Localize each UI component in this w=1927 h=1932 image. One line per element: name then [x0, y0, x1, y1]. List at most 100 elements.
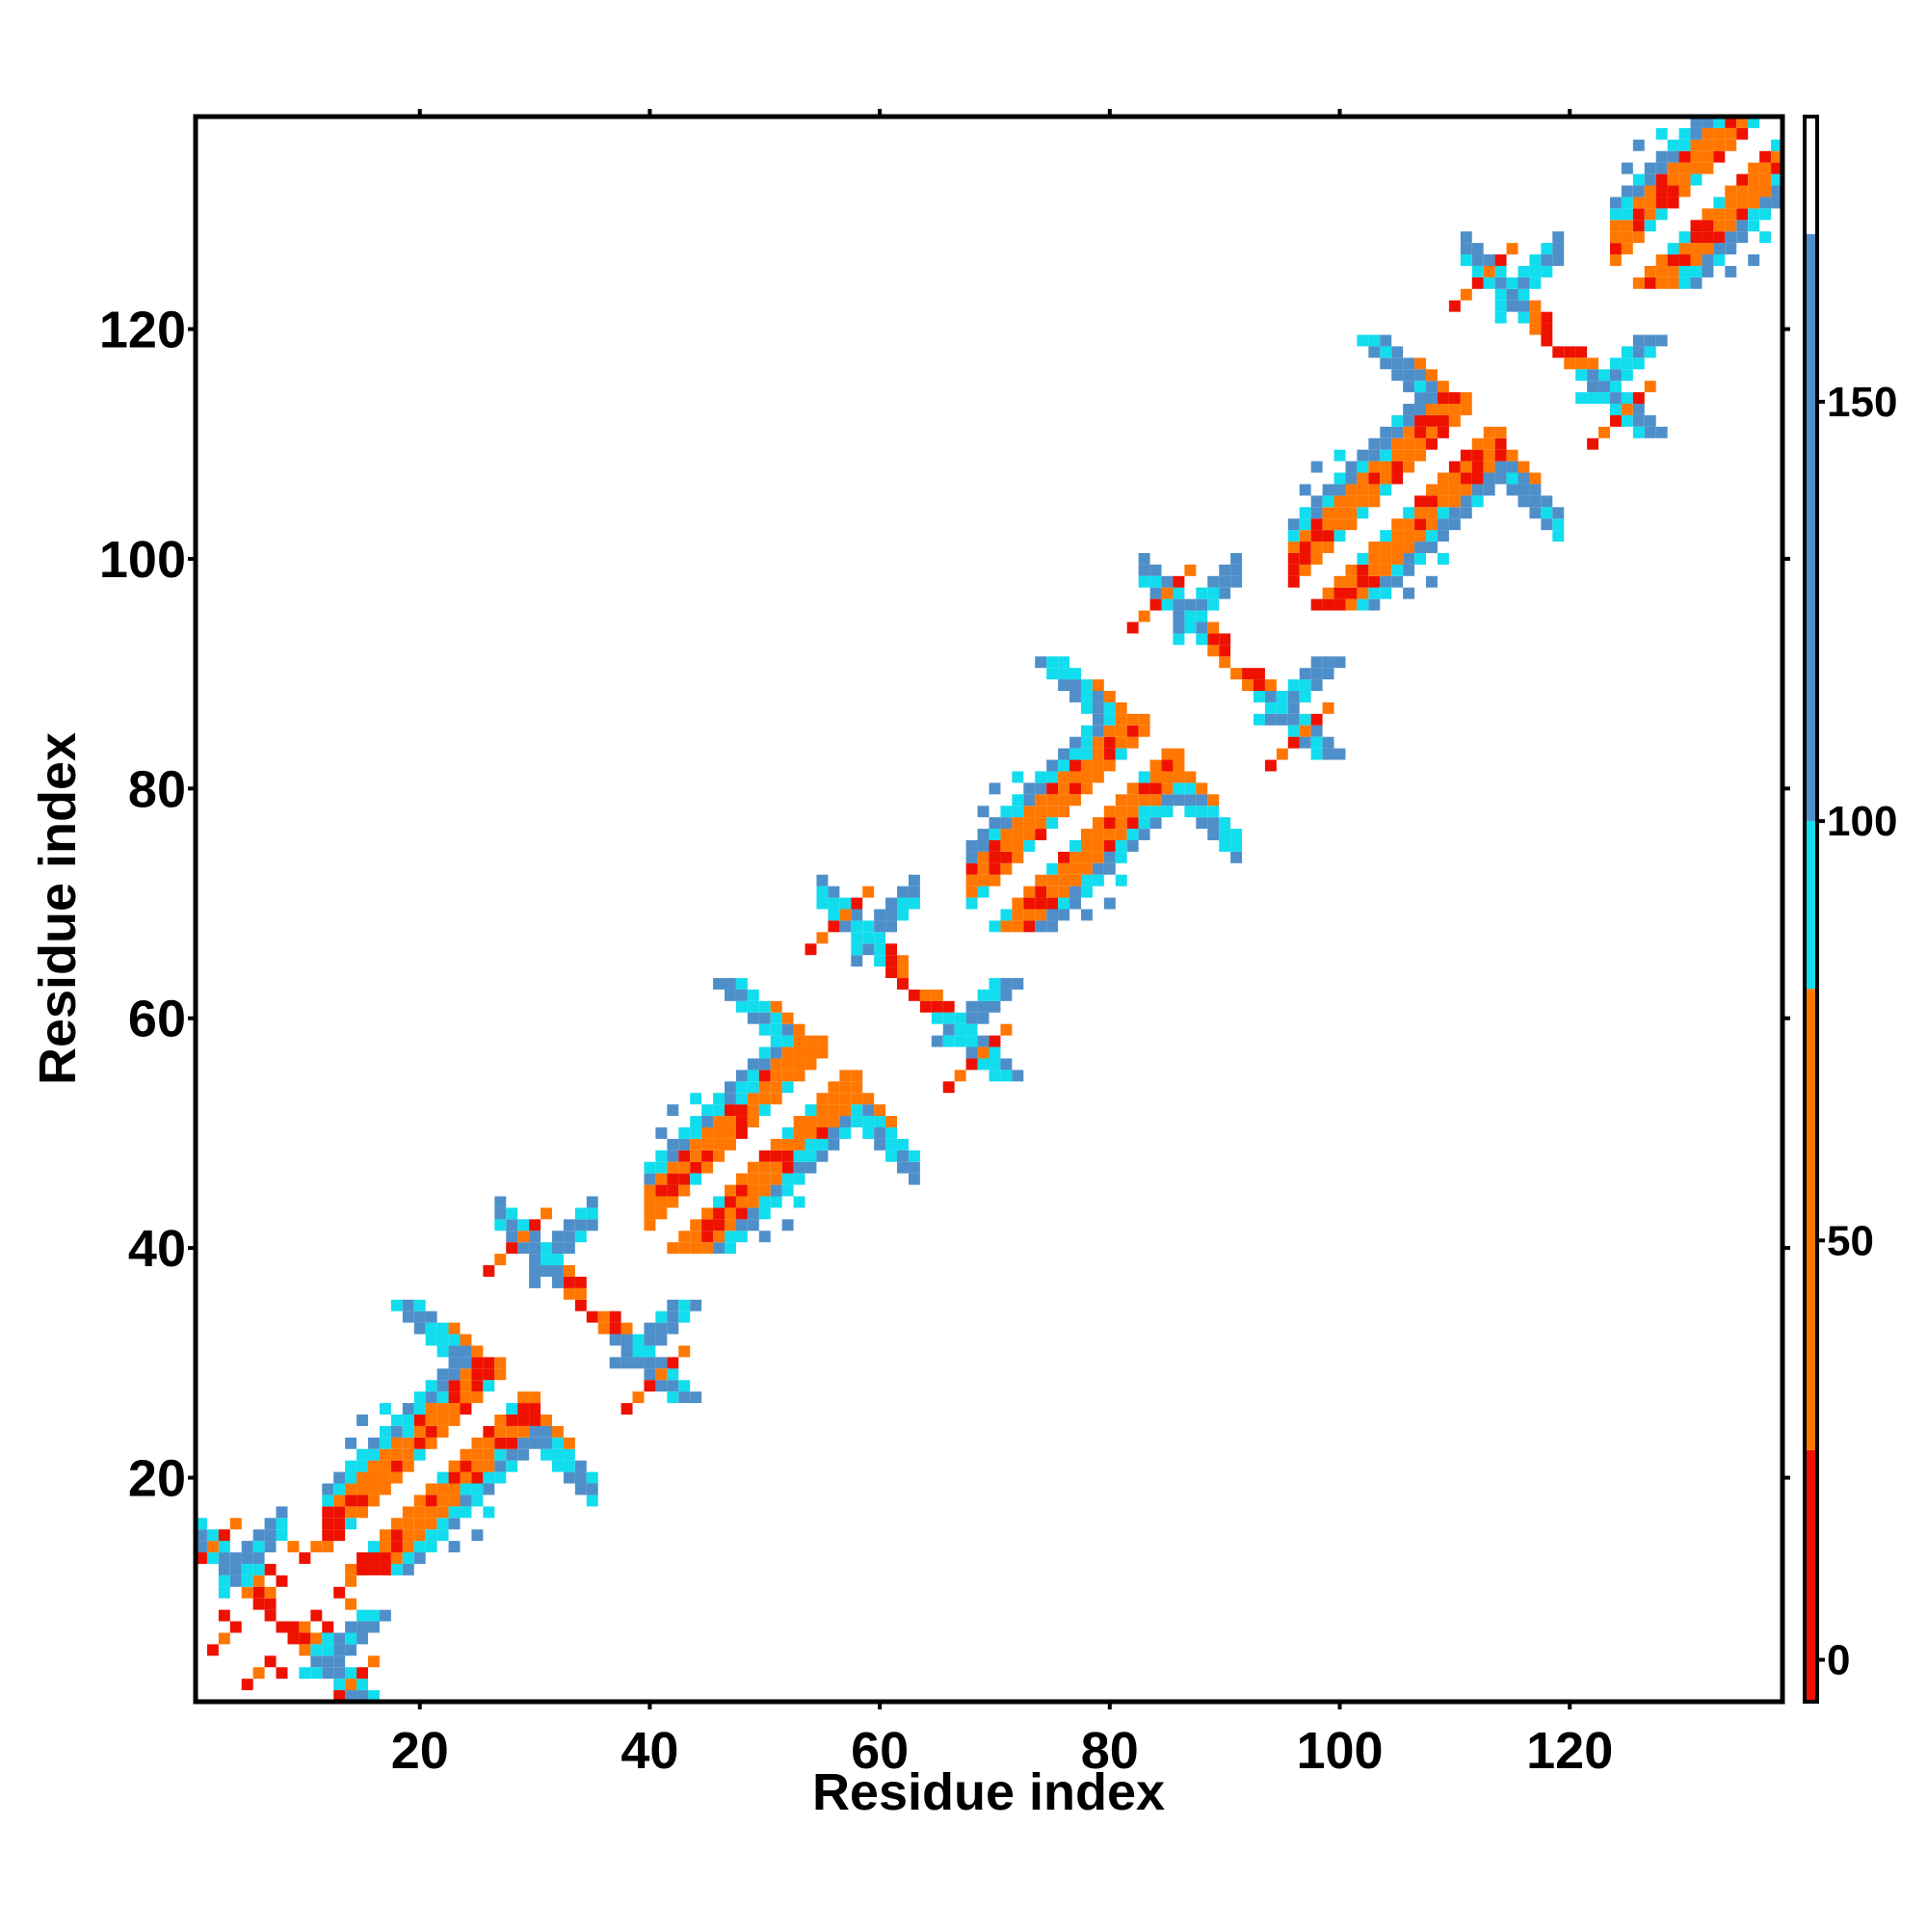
- heatmap-cell: [402, 1310, 414, 1323]
- heatmap-cell: [747, 1161, 759, 1174]
- heatmap-cell: [1103, 748, 1116, 760]
- heatmap-cell: [1046, 897, 1059, 910]
- heatmap-cell: [735, 1207, 748, 1220]
- heatmap-cell: [1368, 552, 1381, 565]
- heatmap-cell: [1771, 139, 1782, 151]
- heatmap-cell: [1748, 254, 1760, 266]
- heatmap-cell: [379, 1552, 391, 1564]
- heatmap-cell: [644, 1184, 656, 1197]
- heatmap-cell: [1529, 495, 1542, 508]
- heatmap-cell: [356, 1414, 369, 1426]
- heatmap-cell: [1046, 874, 1059, 887]
- heatmap-cell: [1690, 254, 1703, 266]
- heatmap-cell: [1414, 507, 1427, 519]
- heatmap-cell: [1276, 713, 1288, 726]
- heatmap-cell: [1644, 185, 1656, 198]
- heatmap-cell: [839, 1104, 852, 1117]
- heatmap-cell: [1437, 518, 1449, 531]
- heatmap-cell: [252, 1667, 265, 1680]
- heatmap-cell: [1287, 542, 1300, 553]
- heatmap-cell: [1460, 231, 1472, 244]
- heatmap-cell: [1690, 277, 1703, 289]
- heatmap-cell: [517, 1391, 530, 1404]
- heatmap-cell: [1161, 748, 1174, 760]
- heatmap-cell: [448, 1357, 461, 1369]
- heatmap-cell: [655, 1184, 668, 1197]
- heatmap-cell: [828, 1126, 840, 1139]
- heatmap-cell: [1012, 851, 1024, 863]
- heatmap-cell: [816, 1035, 829, 1047]
- heatmap-cell: [1035, 897, 1047, 910]
- heatmap-cell: [1276, 701, 1288, 714]
- y-tick-label: 80: [128, 760, 186, 818]
- heatmap-cell: [448, 1471, 461, 1484]
- heatmap-cell: [1322, 598, 1334, 611]
- heatmap-cell: [977, 851, 990, 863]
- heatmap-cell: [747, 989, 759, 1001]
- heatmap-cell: [448, 1460, 461, 1472]
- heatmap-cell: [770, 1070, 782, 1082]
- heatmap-cell: [1403, 381, 1415, 393]
- heatmap-cell: [1391, 575, 1404, 588]
- heatmap-cell: [1149, 759, 1162, 772]
- heatmap-cell: [609, 1334, 621, 1346]
- heatmap-cell: [563, 1448, 575, 1461]
- heatmap-cell: [460, 1471, 472, 1484]
- heatmap-cell: [494, 1437, 507, 1449]
- heatmap-cell: [574, 1207, 587, 1220]
- heatmap-cell: [1345, 564, 1358, 576]
- heatmap-cell: [713, 1104, 725, 1117]
- heatmap-cell: [1460, 243, 1472, 255]
- heatmap-cell: [1046, 920, 1059, 933]
- heatmap-cell: [1541, 518, 1553, 531]
- heatmap-cell: [931, 1012, 943, 1024]
- heatmap-cell: [218, 1609, 230, 1622]
- heatmap-cell: [747, 1184, 759, 1197]
- heatmap-cell: [1725, 243, 1737, 255]
- heatmap-cell: [1092, 839, 1104, 852]
- heatmap-cell: [725, 1242, 736, 1255]
- heatmap-cell: [1115, 713, 1127, 726]
- heatmap-cell: [1069, 886, 1081, 898]
- heatmap-cell: [1058, 759, 1070, 772]
- heatmap-cell: [1725, 265, 1737, 278]
- heatmap-cell: [678, 1184, 691, 1197]
- heatmap-cell: [793, 1138, 805, 1151]
- heatmap-cell: [506, 1448, 518, 1461]
- heatmap-cell: [667, 1161, 679, 1174]
- heatmap-cell: [1403, 530, 1415, 543]
- heatmap-cell: [390, 1414, 403, 1426]
- heatmap-cell: [1632, 426, 1645, 438]
- heatmap-cell: [1426, 392, 1438, 405]
- heatmap-cell: [816, 932, 829, 944]
- heatmap-cell: [379, 1425, 391, 1438]
- heatmap-cell: [333, 1506, 346, 1519]
- heatmap-cell: [1771, 185, 1782, 198]
- heatmap-cell: [678, 1310, 691, 1323]
- heatmap-cell: [368, 1460, 380, 1472]
- heatmap-cell: [735, 978, 748, 990]
- heatmap-cell: [735, 989, 748, 1001]
- heatmap-cell: [551, 1276, 564, 1288]
- heatmap-cell: [897, 966, 909, 979]
- heatmap-cell: [1046, 909, 1059, 921]
- heatmap-cell: [1115, 794, 1127, 807]
- heatmap-cell: [690, 1150, 702, 1162]
- heatmap-cell: [781, 1184, 794, 1197]
- heatmap-cell: [1426, 426, 1438, 438]
- heatmap-cell: [1621, 162, 1633, 174]
- heatmap-cell: [252, 1563, 265, 1575]
- heatmap-cell: [1448, 507, 1461, 519]
- heatmap-cell: [1702, 150, 1714, 163]
- heatmap-cell: [1575, 357, 1588, 370]
- heatmap-cell: [931, 1035, 943, 1047]
- heatmap-cell: [1506, 288, 1518, 301]
- heatmap-cell: [196, 1552, 207, 1564]
- heatmap-cell: [1655, 173, 1668, 186]
- heatmap-cell: [541, 1242, 552, 1255]
- heatmap-cell: [1254, 691, 1265, 702]
- heatmap-cell: [1414, 518, 1427, 531]
- heatmap-cell: [1403, 369, 1415, 382]
- heatmap-cell: [1678, 173, 1691, 186]
- heatmap-cell: [1380, 437, 1392, 450]
